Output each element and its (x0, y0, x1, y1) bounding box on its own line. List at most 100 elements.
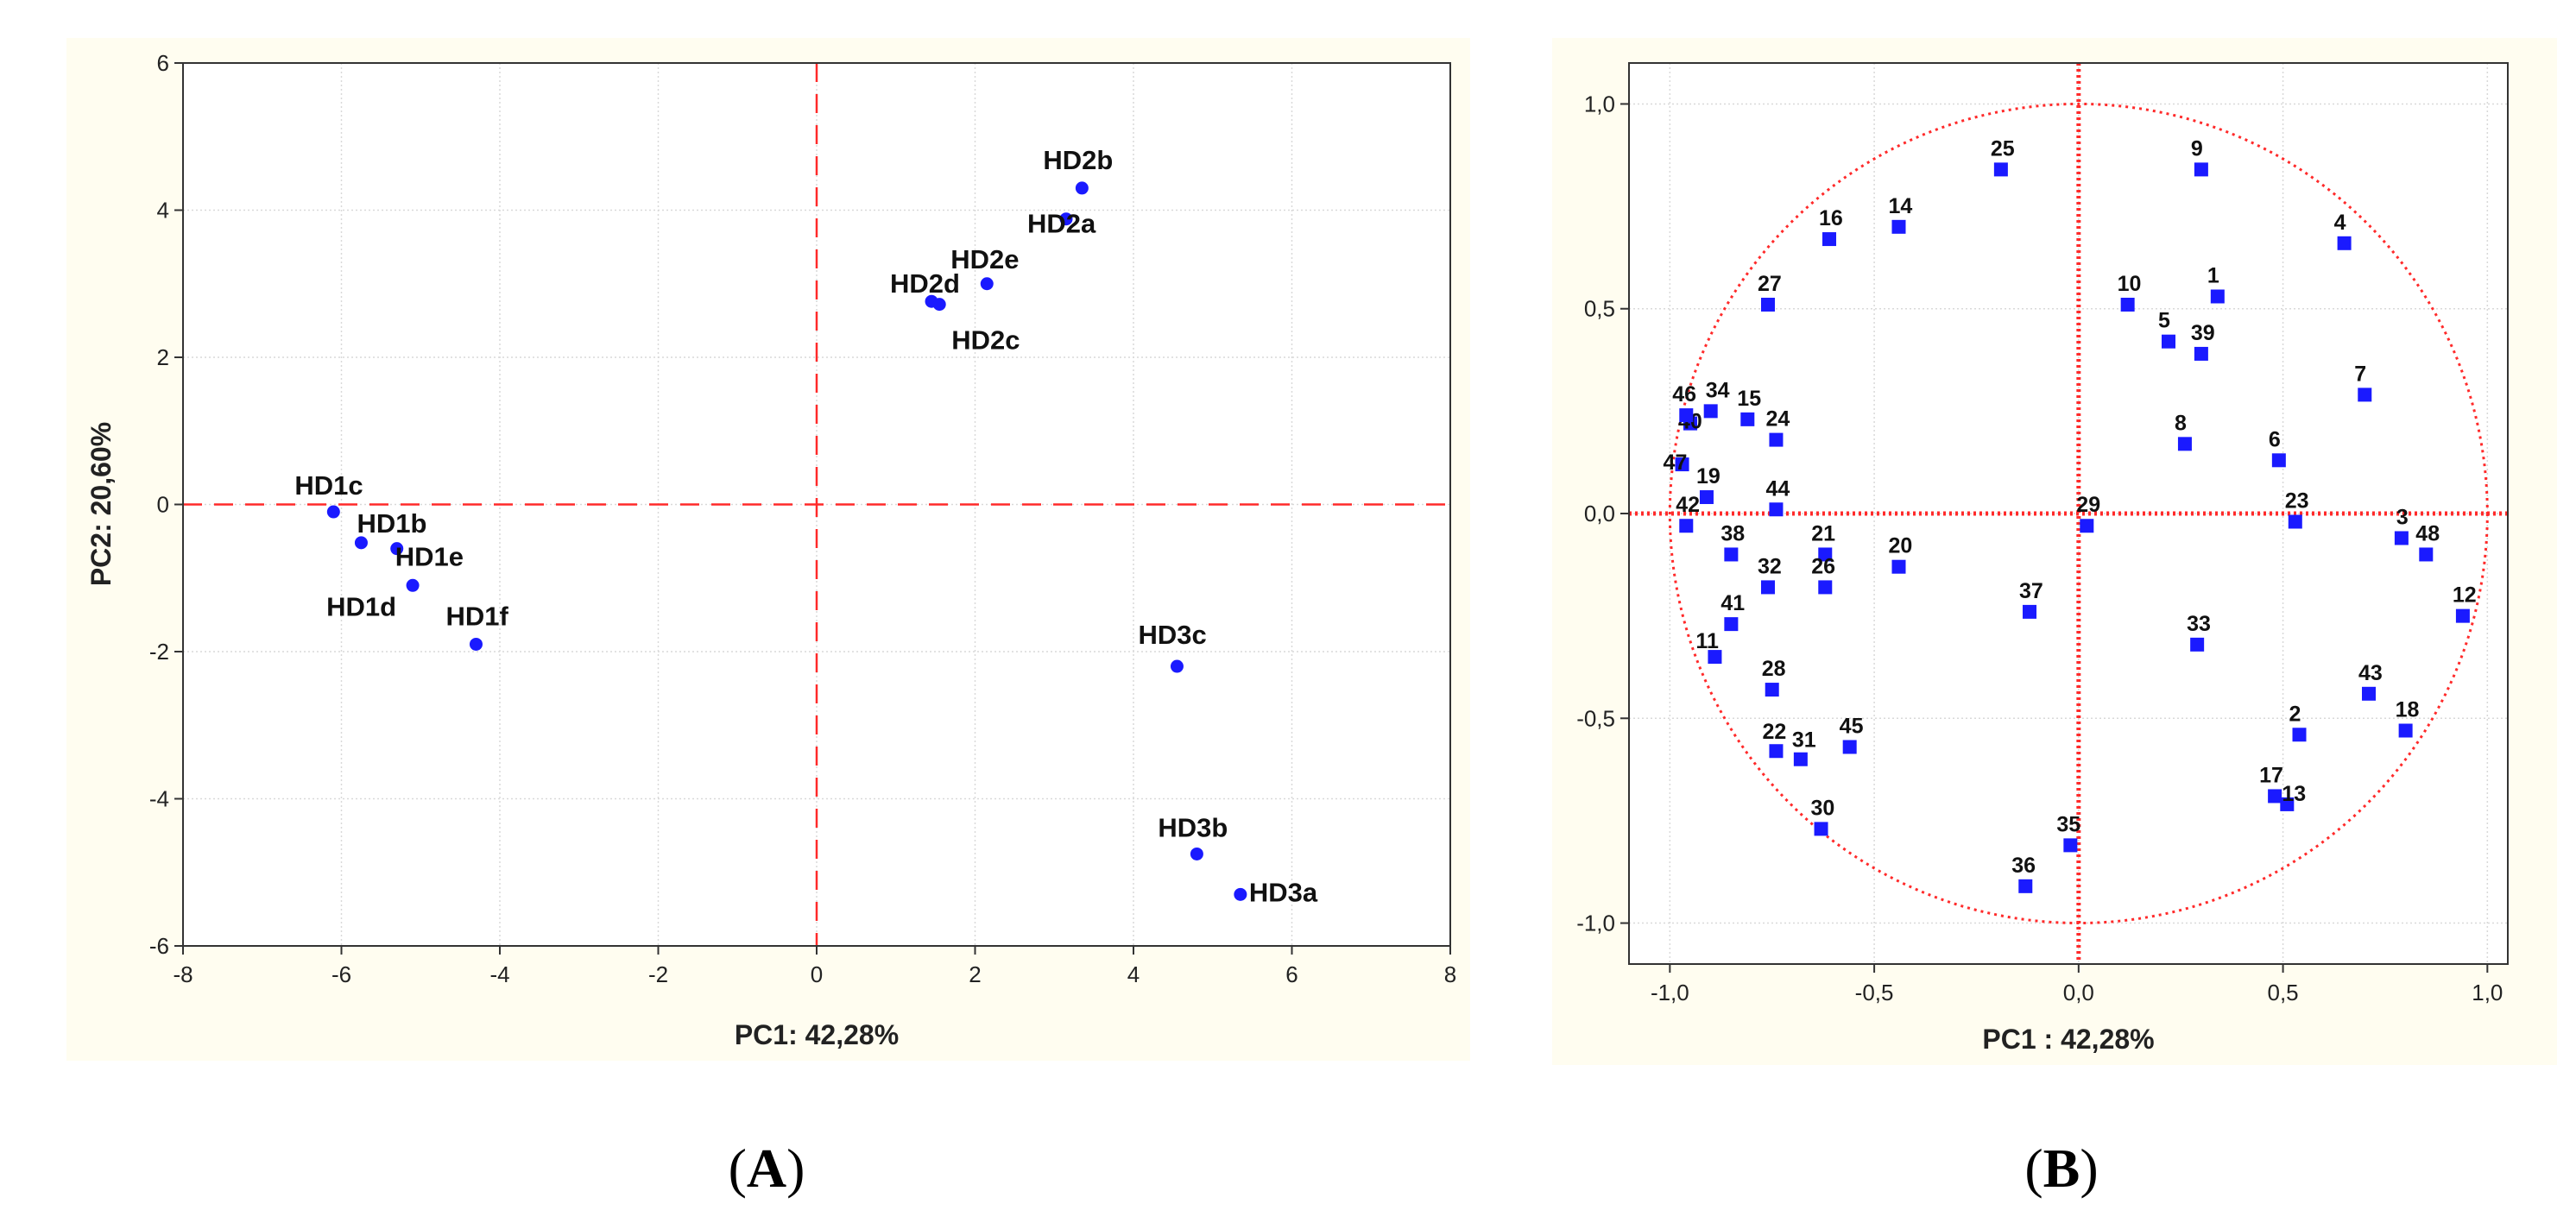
a-point-hd3c (1170, 659, 1184, 673)
a-point-label-hd2a: HD2a (1027, 209, 1096, 239)
b-point-label-21: 21 (1811, 521, 1835, 545)
b-point-18 (2398, 723, 2413, 738)
b-point-46 (1679, 408, 1694, 423)
b-point-label-10: 10 (2118, 272, 2142, 296)
b-point-28 (1765, 683, 1779, 697)
panel-label-a-letter: A (747, 1138, 786, 1199)
panel-b-x-axis-label: PC1 : 42,28% (1982, 1024, 2154, 1055)
b-y-tick-label-3: 0,5 (1584, 296, 1615, 322)
b-point-47 (1675, 457, 1689, 472)
b-point-32 (1760, 580, 1775, 595)
panel-a-x-axis-label: PC1: 42,28% (735, 1019, 899, 1050)
b-point-label-11: 11 (1695, 629, 1719, 653)
a-y-tick-label-5: 4 (157, 198, 169, 224)
b-point-6 (2271, 453, 2286, 468)
panel-b-ticks: -1,0 -0,5 0,0 0,5 1,0 -1,0 -0,5 0,0 0,5 1,0 (1576, 91, 2503, 1005)
b-point-label-20: 20 (1889, 534, 1913, 558)
b-point-label-42: 42 (1676, 493, 1700, 517)
a-point-label-hd3c: HD3c (1138, 620, 1206, 650)
a-y-tick-label-6: 6 (157, 50, 169, 76)
b-x-tick-label-4: 1,0 (2472, 980, 2503, 1005)
panel-b-chart: -1,0 -0,5 0,0 0,5 1,0-1,0-0,50,00,51,0 12345… (1552, 38, 2557, 1065)
a-x-tick-label-6: 4 (1127, 961, 1140, 987)
panel-a-reference-lines (183, 63, 1450, 946)
b-y-tick-label-0: -1,0 (1576, 911, 1615, 936)
b-point-12 (2455, 608, 2470, 623)
panel-label-b-open: ( (2024, 1138, 2042, 1199)
a-point-label-hd3a: HD3a (1249, 877, 1318, 907)
b-point-33 (2190, 637, 2205, 652)
a-x-tick-label-8: 8 (1444, 961, 1456, 987)
b-point-label-17: 17 (2259, 763, 2283, 787)
b-point-37 (2023, 604, 2037, 619)
a-x-tick-label-1: -6 (331, 961, 351, 987)
b-point-label-37: 37 (2019, 579, 2043, 603)
b-point-label-31: 31 (1792, 728, 1816, 753)
b-point-34 (1703, 404, 1718, 419)
b-point-1 (2210, 289, 2225, 304)
a-point-label-hd1e: HD1e (395, 542, 464, 572)
b-point-label-39: 39 (2191, 321, 2215, 345)
b-point-label-5: 5 (2158, 309, 2170, 333)
a-point-hd1c (326, 505, 340, 519)
b-point-label-35: 35 (2056, 812, 2080, 836)
a-x-tick-label-5: 2 (969, 961, 981, 987)
b-point-38 (1724, 547, 1739, 562)
b-point-41 (1724, 617, 1739, 632)
b-point-label-38: 38 (1720, 521, 1745, 545)
b-point-label-3: 3 (2396, 505, 2409, 529)
b-point-label-12: 12 (2453, 583, 2477, 608)
b-point-14 (1891, 219, 1906, 234)
b-point-45 (1842, 740, 1857, 754)
panel-b-points: 1234567891011121314151617181920212223242… (1664, 136, 2477, 893)
b-point-15 (1740, 412, 1755, 426)
b-point-48 (2419, 547, 2434, 562)
panel-label-b-close: ) (2080, 1138, 2098, 1199)
b-point-7 (2358, 388, 2372, 402)
a-y-tick-label-2: -2 (149, 639, 169, 665)
panel-label-b: (B) (2024, 1138, 2098, 1199)
b-point-label-22: 22 (1762, 720, 1786, 744)
b-point-label-2: 2 (2289, 702, 2301, 726)
b-point-44 (1769, 502, 1784, 517)
a-point-hd1b (354, 536, 368, 550)
a-point-hd2c (932, 298, 946, 312)
b-point-label-33: 33 (2187, 612, 2211, 636)
a-point-label-hd1b: HD1b (357, 508, 426, 539)
a-point-hd2e (980, 277, 994, 291)
a-point-label-hd2d: HD2d (890, 268, 960, 299)
b-x-tick-label-3: 0,5 (2268, 980, 2299, 1005)
b-point-23 (2288, 514, 2302, 529)
b-point-17 (2268, 789, 2282, 804)
b-point-26 (1818, 580, 1833, 595)
b-point-16 (1822, 232, 1837, 247)
b-point-label-29: 29 (2076, 493, 2100, 517)
b-point-label-16: 16 (1819, 206, 1843, 230)
b-point-9 (2194, 162, 2208, 177)
b-x-tick-label-0: -1,0 (1651, 980, 1689, 1005)
b-point-21 (1818, 547, 1833, 562)
b-x-tick-label-1: -0,5 (1855, 980, 1894, 1005)
a-point-label-hd2b: HD2b (1043, 145, 1113, 175)
a-point-label-hd1c: HD1c (294, 470, 363, 501)
b-point-5 (2162, 334, 2176, 349)
b-unit-circle (1668, 102, 2489, 925)
a-x-tick-label-3: -2 (648, 961, 668, 987)
b-point-35 (2063, 838, 2078, 853)
a-point-hd3a (1234, 887, 1247, 901)
b-point-8 (2177, 437, 2192, 451)
a-point-label-hd1d: HD1d (326, 591, 396, 621)
b-point-31 (1793, 752, 1808, 766)
b-point-24 (1769, 432, 1784, 447)
a-point-label-hd2e: HD2e (950, 244, 1019, 274)
panel-label-a-close: ) (786, 1138, 805, 1199)
b-point-label-26: 26 (1811, 554, 1835, 578)
b-point-label-46: 46 (1672, 382, 1696, 407)
b-point-label-27: 27 (1758, 272, 1782, 296)
b-point-label-18: 18 (2396, 698, 2420, 722)
a-point-label-hd1f: HD1f (445, 601, 508, 631)
b-point-3 (2394, 531, 2409, 545)
